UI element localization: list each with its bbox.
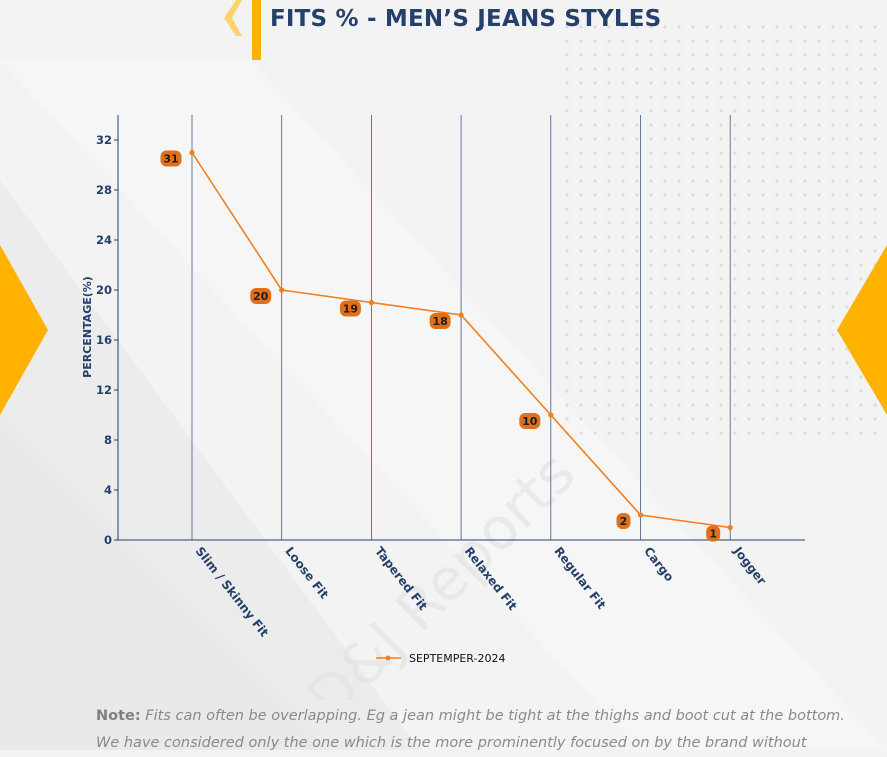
y-tick-label: 16 bbox=[96, 333, 112, 347]
data-point bbox=[279, 287, 285, 293]
footnote-label: Note: bbox=[96, 708, 141, 724]
legend: SEPTEMPER-2024 bbox=[376, 652, 505, 665]
title-accent-chevron bbox=[224, 0, 261, 60]
data-point bbox=[637, 512, 644, 518]
x-tick-label: Cargo bbox=[641, 544, 676, 584]
y-tick-label: 4 bbox=[104, 483, 112, 497]
data-point bbox=[368, 299, 374, 306]
y-tick-label: 28 bbox=[96, 183, 112, 197]
data-label: 1 bbox=[709, 528, 717, 541]
data-label-badge bbox=[160, 150, 182, 167]
data-label-badge bbox=[519, 413, 541, 429]
data-label-badge bbox=[706, 525, 721, 542]
y-tick-label: 8 bbox=[104, 433, 112, 447]
footnote-line-1: Fits can often be overlapping. Eg a jean… bbox=[145, 708, 845, 724]
footnote: Note: Fits can often be overlapping. Eg … bbox=[96, 703, 856, 757]
legend-label: SEPTEMPER-2024 bbox=[409, 652, 505, 665]
data-label: 20 bbox=[253, 290, 269, 303]
y-tick-label: 0 bbox=[104, 533, 112, 547]
y-tick-label: 12 bbox=[96, 383, 112, 397]
footnote-line-2: We have considered only the one which is… bbox=[96, 735, 807, 751]
data-label-badge bbox=[250, 288, 272, 304]
data-label: 31 bbox=[163, 153, 178, 166]
y-axis-title: PERCENTAGE(%) bbox=[81, 276, 94, 378]
x-tick-label: Jogger bbox=[730, 543, 769, 587]
data-label-badge bbox=[429, 313, 451, 329]
x-tick-label: Slim / Skinny Fit bbox=[193, 544, 272, 639]
x-tick-label: Regular Fit bbox=[551, 544, 608, 612]
x-tick-label: Loose Fit bbox=[282, 544, 331, 601]
data-label: 10 bbox=[522, 415, 538, 428]
right-accent-triangle bbox=[837, 245, 887, 415]
data-label: 2 bbox=[620, 515, 628, 528]
left-accent-triangle bbox=[0, 245, 48, 415]
page-title: FITS % - MEN’S JEANS STYLES bbox=[270, 6, 662, 32]
y-tick-label: 20 bbox=[96, 283, 112, 297]
data-point bbox=[727, 524, 733, 531]
data-label: 18 bbox=[432, 315, 447, 328]
data-point bbox=[548, 412, 554, 418]
y-tick-label: 32 bbox=[96, 133, 112, 147]
data-label-badge bbox=[339, 300, 361, 317]
legend-dot-marker bbox=[385, 655, 391, 661]
data-point bbox=[458, 312, 464, 318]
data-label: 19 bbox=[343, 303, 358, 316]
dot-pattern bbox=[560, 20, 887, 440]
y-tick-label: 24 bbox=[96, 233, 112, 247]
data-label-badge bbox=[616, 513, 631, 529]
data-point bbox=[189, 149, 195, 156]
